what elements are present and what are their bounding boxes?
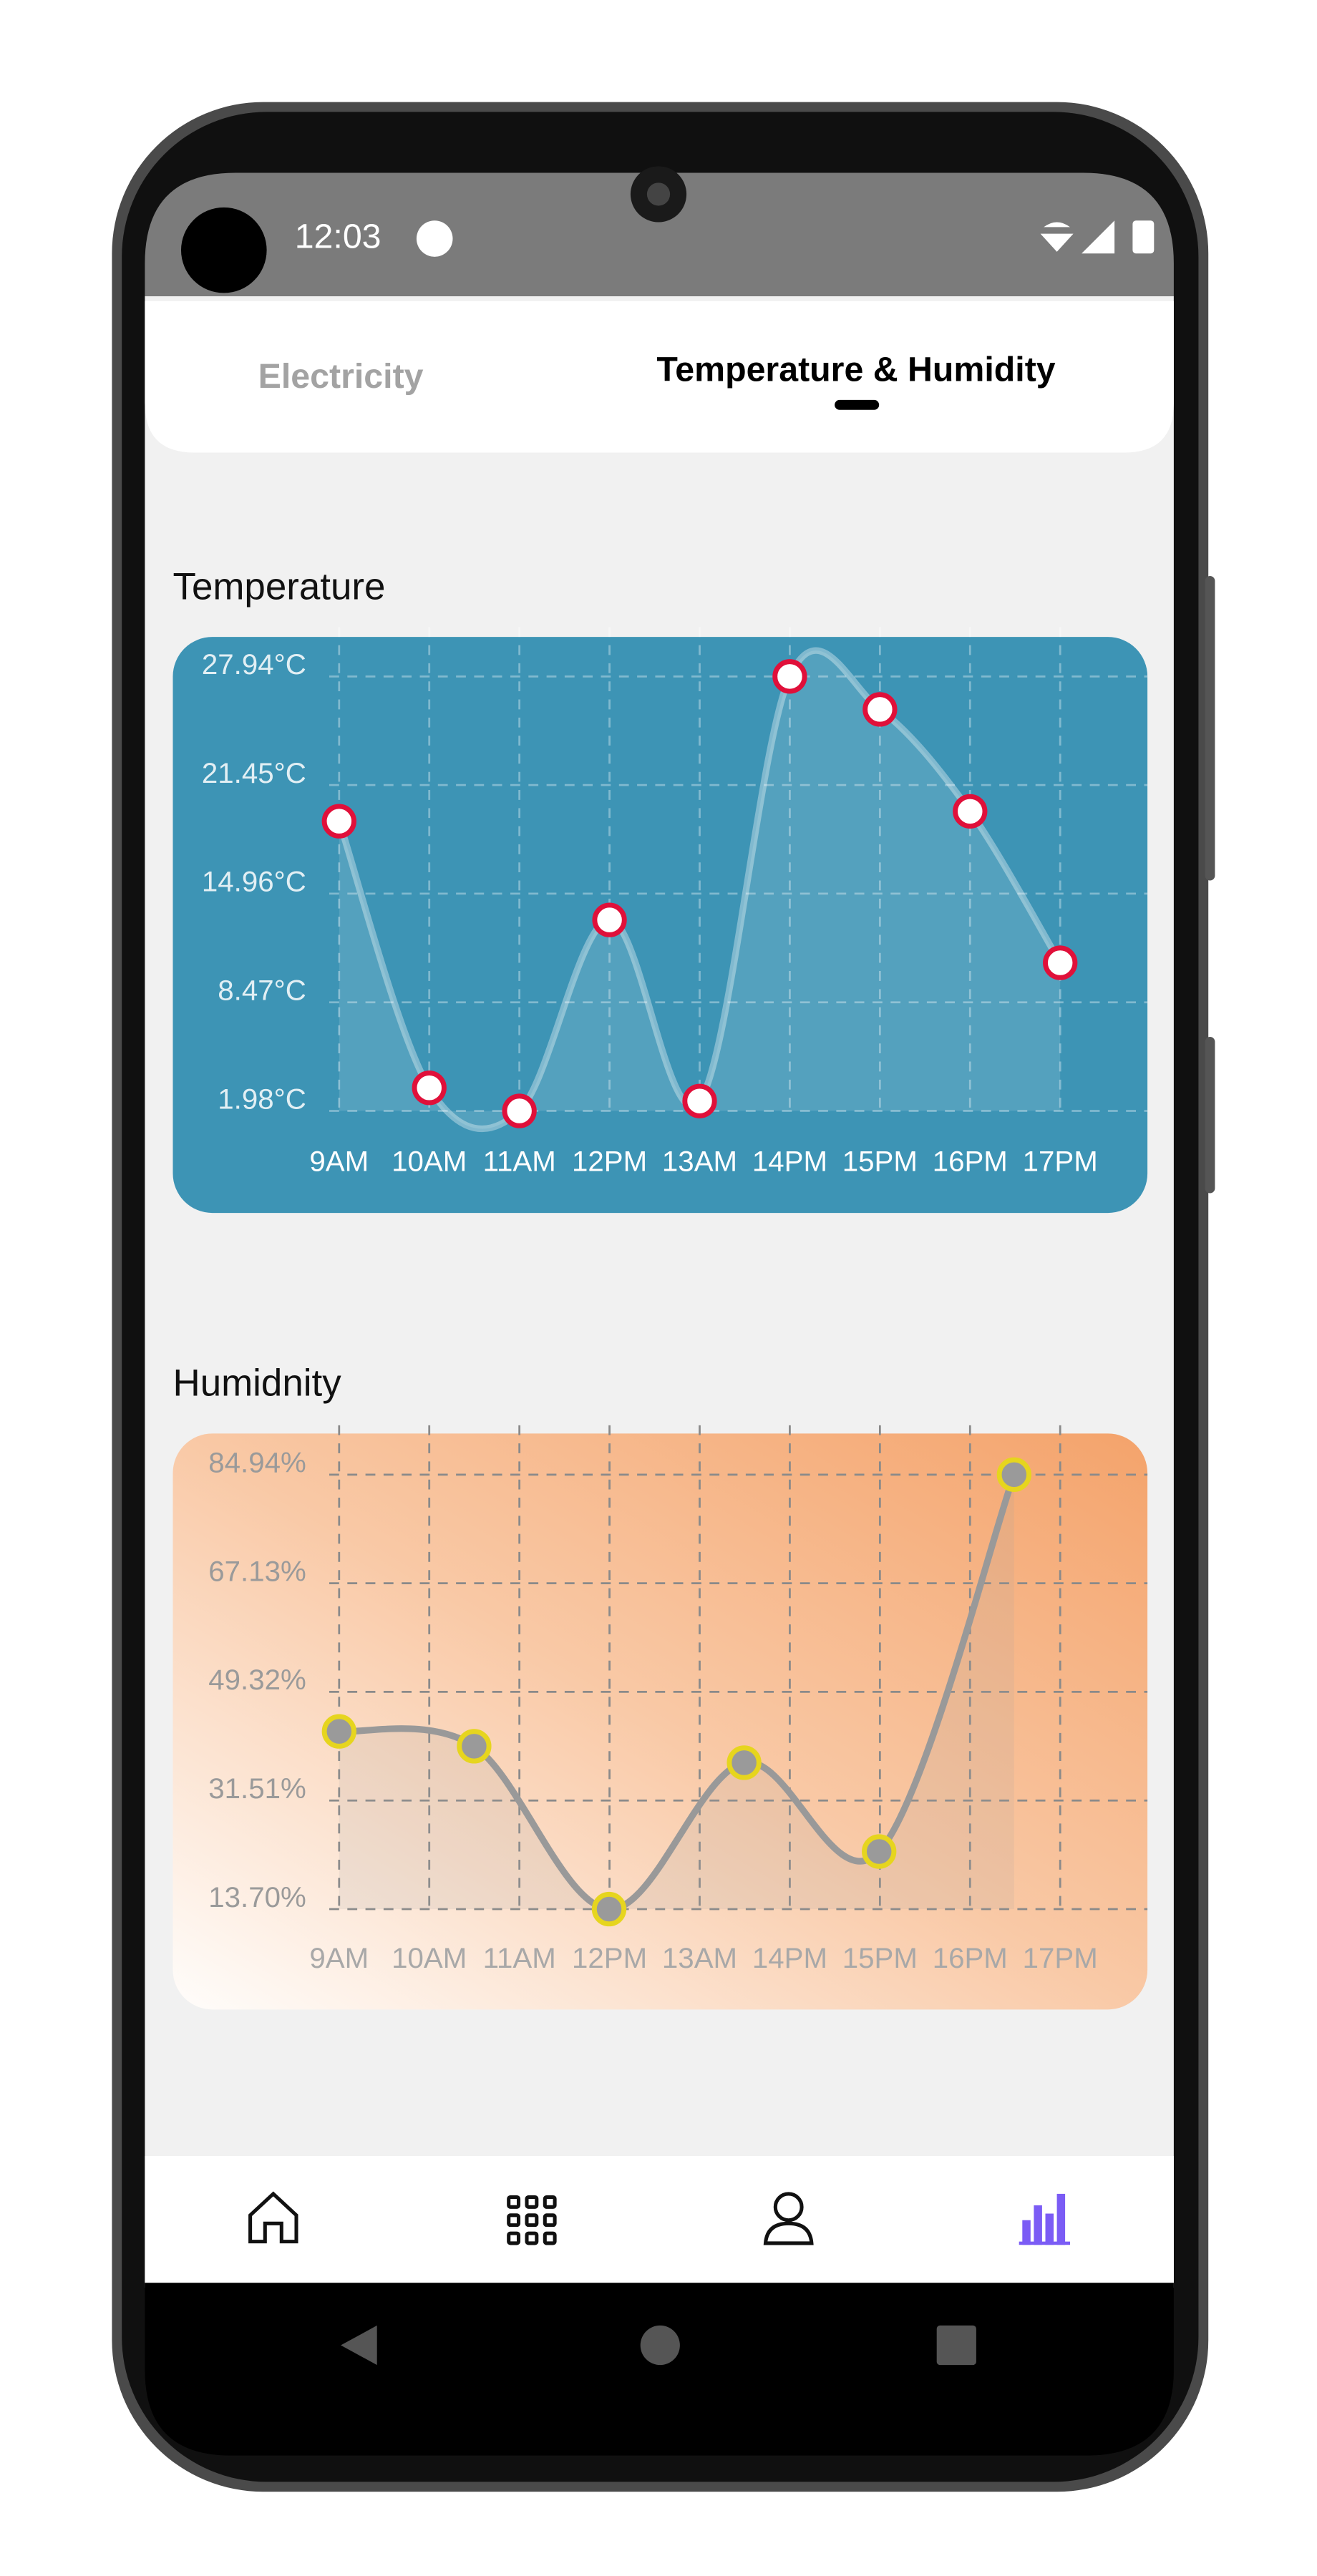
- system-nav: [145, 2283, 1174, 2456]
- chart-title: Humidnity: [173, 1362, 342, 1405]
- stats-icon[interactable]: [1019, 2193, 1070, 2245]
- home-icon[interactable]: [248, 2191, 298, 2244]
- x-tick-label: 17PM: [1023, 1146, 1098, 1178]
- x-tick-label: 14PM: [752, 1146, 827, 1178]
- status-bar: [145, 172, 1174, 297]
- x-tick-label: 13AM: [662, 1942, 737, 1974]
- point: [682, 1083, 717, 1118]
- point: [592, 902, 627, 937]
- tab-active[interactable]: Temperature & Humidity: [656, 351, 1055, 389]
- tab[interactable]: Electricity: [258, 357, 424, 396]
- point: [591, 1891, 627, 1927]
- y-tick-label: 31.51%: [208, 1772, 306, 1805]
- recents-button[interactable]: [936, 2325, 976, 2366]
- y-tick-label: 49.32%: [208, 1664, 306, 1696]
- x-tick-label: 15PM: [842, 1942, 918, 1974]
- point: [457, 1729, 492, 1764]
- camera-lens: [646, 182, 671, 206]
- battery-icon: [1132, 220, 1155, 254]
- home-button[interactable]: [640, 2325, 680, 2366]
- x-tick-label: 14PM: [752, 1942, 827, 1974]
- x-tick-label: 16PM: [933, 1146, 1008, 1178]
- point: [726, 1745, 762, 1780]
- point: [1043, 945, 1078, 980]
- tab-bar: [145, 301, 1174, 453]
- point: [862, 1834, 897, 1869]
- profile-icon[interactable]: [763, 2192, 814, 2245]
- bottom-nav-icons: [248, 2191, 814, 2245]
- y-tick-label: 84.94%: [208, 1447, 306, 1479]
- point: [502, 1093, 537, 1128]
- point: [321, 1714, 356, 1749]
- signal-icon: [1082, 220, 1115, 254]
- status-icon: [416, 220, 453, 257]
- x-tick-label: 11AM: [483, 1942, 556, 1974]
- y-tick-label: 1.98°C: [218, 1083, 306, 1115]
- bottom-nav: [145, 2156, 1174, 2283]
- point: [953, 794, 988, 829]
- y-tick-label: 8.47°C: [218, 975, 306, 1007]
- x-tick-label: 12PM: [572, 1146, 647, 1178]
- y-tick-label: 67.13%: [208, 1555, 306, 1587]
- point: [772, 659, 807, 694]
- wifi-icon: [1040, 222, 1074, 252]
- side-button: [1205, 576, 1215, 881]
- y-tick-label: 13.70%: [208, 1881, 306, 1913]
- x-tick-label: 10AM: [392, 1146, 467, 1178]
- x-tick-label: 11AM: [483, 1146, 556, 1178]
- x-tick-label: 12PM: [572, 1942, 647, 1974]
- camera-cutout: [181, 207, 267, 293]
- apps-icon[interactable]: [507, 2195, 557, 2245]
- point: [321, 804, 356, 839]
- area: [339, 1474, 1014, 1910]
- x-tick-label: 16PM: [933, 1942, 1008, 1974]
- x-tick-label: 9AM: [309, 1146, 369, 1178]
- x-tick-label: 17PM: [1023, 1942, 1098, 1974]
- side-button: [1205, 1037, 1215, 1194]
- chart-title: Temperature: [173, 565, 386, 608]
- x-tick-label: 13AM: [662, 1146, 737, 1178]
- x-tick-label: 9AM: [309, 1942, 369, 1974]
- y-tick-label: 14.96°C: [202, 866, 306, 898]
- point: [862, 692, 898, 727]
- point: [996, 1457, 1031, 1492]
- area: [339, 650, 1061, 1129]
- y-tick-label: 27.94°C: [202, 648, 306, 680]
- tab-indicator: [835, 399, 880, 410]
- point: [412, 1070, 447, 1106]
- status-time: 12:03: [295, 217, 382, 255]
- temperature-card: [172, 637, 1148, 1214]
- y-tick-label: 21.45°C: [202, 757, 306, 789]
- x-tick-label: 15PM: [842, 1146, 918, 1178]
- humidity-card: [172, 1433, 1148, 2010]
- x-tick-label: 10AM: [392, 1942, 467, 1974]
- back-button[interactable]: [341, 2325, 377, 2366]
